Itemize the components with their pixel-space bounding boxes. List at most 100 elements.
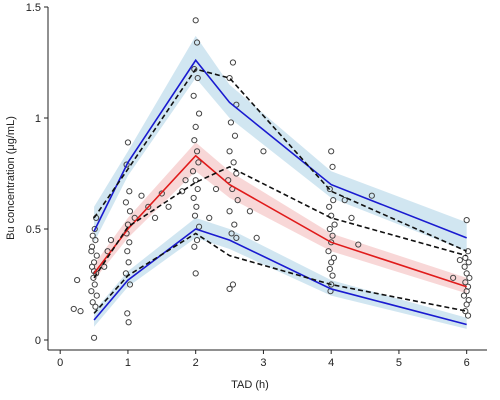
observation-point: [125, 319, 132, 326]
x-axis-label: TAD (h): [231, 379, 269, 391]
observation-point: [195, 159, 202, 166]
y-tick-label: 1.5: [26, 2, 41, 14]
x-tick-label: 0: [57, 357, 63, 369]
y-axis-label: Bu concentration (μg/mL): [5, 116, 17, 240]
observation-point: [328, 259, 335, 266]
observation-point: [192, 17, 199, 24]
observation-point: [192, 123, 199, 130]
observation-point: [192, 270, 199, 277]
observation-point: [233, 170, 240, 177]
x-tick-label: 1: [125, 357, 131, 369]
observation-point: [456, 256, 464, 264]
observed-percentile-line: [93, 165, 467, 279]
observation-point: [122, 270, 130, 277]
observation-point: [329, 272, 336, 279]
observation-point: [229, 59, 237, 66]
observation-point: [124, 248, 131, 255]
observation-point: [126, 239, 133, 246]
observation-point: [151, 214, 159, 222]
observation-point: [89, 232, 96, 239]
observation-point: [158, 190, 165, 197]
observation-point: [326, 185, 333, 193]
observation-point: [179, 188, 186, 195]
observation-point: [226, 285, 233, 293]
observation-point: [460, 292, 468, 299]
y-tick-label: 0: [35, 335, 41, 347]
y-tick-label: 0.5: [26, 224, 41, 236]
observation-point: [331, 221, 338, 228]
observation-point: [126, 188, 133, 195]
observation-point: [329, 163, 336, 170]
observation-point: [77, 308, 84, 315]
observation-point: [230, 159, 237, 166]
observation-point: [90, 334, 98, 341]
observation-point: [326, 265, 333, 273]
observation-point: [329, 232, 336, 239]
observation-point: [101, 263, 108, 270]
observation-point: [123, 161, 130, 168]
observation-point: [107, 237, 115, 244]
observation-point: [464, 312, 472, 319]
observation-point: [90, 274, 97, 281]
observation-point: [463, 301, 470, 308]
observation-point: [330, 254, 337, 261]
observation-point: [193, 203, 200, 210]
observation-point: [326, 203, 333, 210]
observation-point: [193, 237, 201, 244]
predicted-percentile-line: [93, 228, 467, 326]
observation-point: [325, 248, 332, 255]
observation-point: [126, 281, 134, 288]
observation-point: [194, 74, 201, 82]
observation-point: [194, 185, 201, 193]
observation-point: [192, 177, 199, 184]
x-tick-label: 3: [260, 357, 266, 369]
observation-point: [190, 194, 197, 202]
observation-point: [93, 292, 100, 299]
observation-point: [126, 208, 134, 215]
observation-point: [328, 212, 335, 219]
observation-point: [233, 234, 240, 241]
observation-point: [190, 92, 197, 99]
observation-point: [191, 243, 198, 250]
observation-point: [328, 239, 335, 246]
observation-point: [355, 241, 362, 248]
observation-point: [125, 259, 132, 266]
observation-point: [122, 199, 130, 206]
observation-point: [74, 276, 81, 284]
observation-point: [191, 212, 199, 219]
observation-point: [88, 288, 95, 295]
x-tick-label: 6: [464, 357, 470, 369]
observation-point: [328, 148, 335, 155]
observation-point: [88, 248, 95, 255]
observation-point: [91, 281, 98, 288]
observation-point: [92, 303, 99, 310]
observation-point: [465, 259, 472, 266]
observation-point: [124, 310, 131, 317]
observation-point: [212, 185, 220, 193]
observation-point: [326, 225, 333, 233]
observation-point: [463, 288, 470, 295]
observation-point: [226, 208, 233, 215]
observation-point: [229, 281, 237, 288]
observation-point: [88, 243, 96, 250]
observation-point: [231, 132, 239, 139]
observation-point: [463, 217, 470, 224]
x-tick-label: 5: [396, 357, 402, 369]
observation-point: [182, 177, 189, 184]
x-tick-label: 2: [193, 357, 199, 369]
prediction-band: [94, 217, 467, 329]
observation-point: [92, 237, 99, 244]
observation-point: [93, 252, 100, 259]
observation-point: [368, 192, 375, 199]
observation-point: [124, 139, 132, 146]
observation-point: [165, 203, 172, 210]
observation-point: [348, 214, 355, 222]
y-tick-label: 1: [35, 113, 41, 125]
observation-point: [226, 148, 233, 155]
observation-point: [195, 110, 203, 117]
x-tick-label: 4: [328, 357, 334, 369]
observation-point: [462, 279, 469, 286]
observation-point: [193, 39, 201, 46]
observation-point: [145, 203, 152, 210]
